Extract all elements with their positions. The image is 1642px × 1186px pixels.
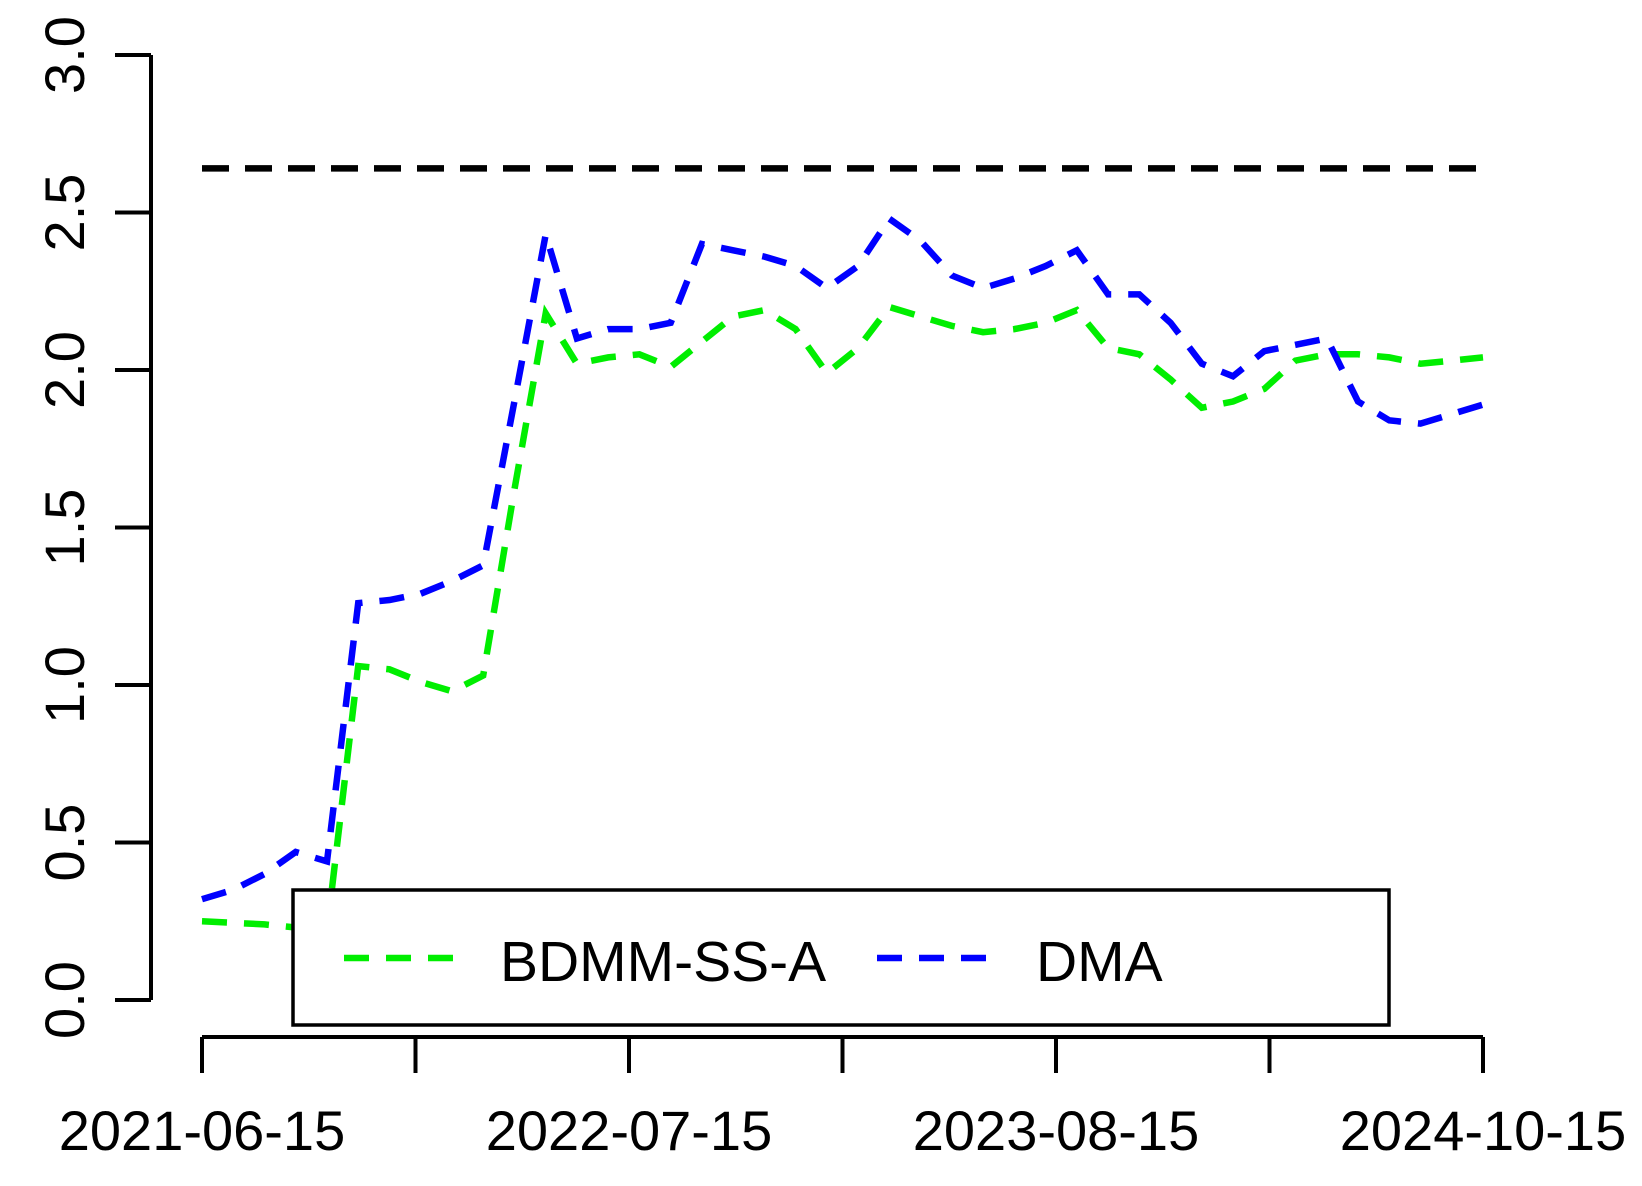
y-tick-label: 2.5	[33, 174, 96, 252]
y-tick-label: 2.0	[33, 331, 96, 409]
y-tick-label: 1.0	[33, 646, 96, 724]
y-tick-label: 0.0	[33, 961, 96, 1039]
y-tick-label: 3.0	[33, 16, 96, 94]
x-tick-label: 2021-06-15	[59, 1099, 345, 1162]
series-line-bdmm-ss-a	[201, 303, 1484, 935]
series-line-dma	[201, 214, 1484, 903]
legend-box	[291, 888, 1391, 1027]
y-tick-label: 0.5	[33, 804, 96, 882]
x-tick-label: 2022-07-15	[486, 1099, 772, 1162]
legend-label-dma: DMA	[1036, 930, 1163, 994]
legend-label-bdmm-ss-a: BDMM-SS-A	[500, 930, 826, 994]
x-tick-label: 2023-08-15	[913, 1099, 1199, 1162]
y-tick-label: 1.5	[33, 489, 96, 567]
x-tick-label: 2024-10-15	[1340, 1099, 1626, 1162]
